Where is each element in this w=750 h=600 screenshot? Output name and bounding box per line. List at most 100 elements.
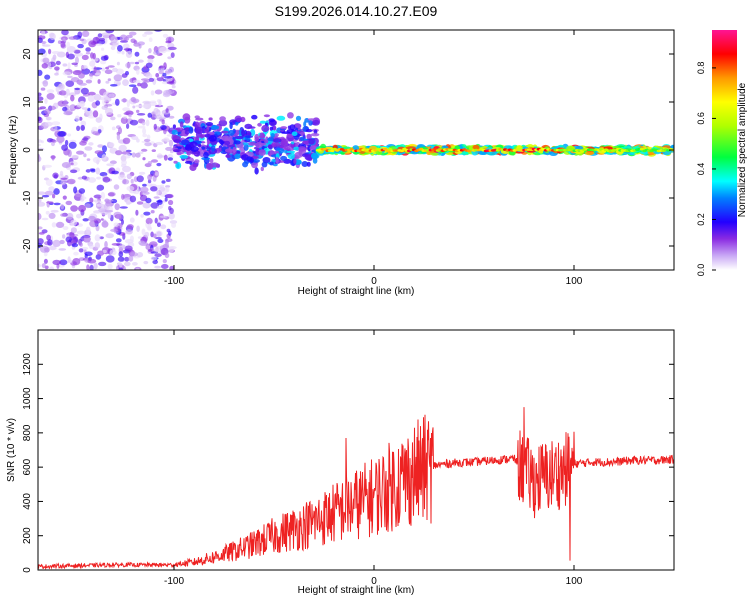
snr-panel: -100 0 100 0 200 400 600 800 1000 1200 Height of…: [6, 329, 675, 596]
heatmap-cell: [139, 186, 149, 193]
heatmap-cell: [68, 92, 77, 97]
heatmap-cell: [41, 263, 46, 269]
heatmap-cell: [303, 121, 307, 128]
heatmap-cell: [43, 164, 52, 168]
heatmap-cell: [80, 87, 89, 95]
heatmap-cell: [178, 118, 185, 124]
heatmap-cell: [66, 41, 71, 49]
heatmap-cell: [100, 60, 107, 65]
heatmap-cell: [211, 125, 220, 130]
chart-title: S199.2026.014.10.27.E09: [275, 3, 438, 19]
heatmap-cell: [137, 41, 146, 46]
heatmap-cell: [173, 160, 178, 164]
heatmap-cell: [201, 146, 206, 150]
heatmap-cell: [179, 154, 189, 159]
heatmap-cell: [51, 121, 61, 126]
colorbar-tick-label: 0.0: [696, 264, 706, 277]
heatmap-cell: [78, 248, 84, 253]
heatmap-cell: [279, 145, 285, 149]
heatmap-cell: [107, 78, 112, 82]
heatmap-cell: [41, 194, 50, 198]
heatmap-cell: [88, 243, 94, 249]
heatmap-cell: [104, 241, 108, 249]
heatmap-cell: [126, 123, 130, 129]
heatmap-cell: [160, 224, 167, 230]
heatmap-cell: [65, 80, 75, 87]
colorbar-tick-label: 0.4: [696, 163, 706, 176]
colorbar-label: Normalized spectral amplitude: [737, 82, 748, 217]
snr-x-ticks: -100 0 100: [164, 330, 583, 587]
heatmap-cell: [108, 142, 115, 148]
heatmap-cell: [57, 131, 66, 137]
heatmap-cell: [306, 133, 312, 140]
y-tick-label: -20: [22, 238, 33, 253]
heatmap-cell: [276, 115, 286, 121]
heatmap-cell: [164, 76, 173, 79]
heatmap-cell: [53, 202, 61, 206]
heatmap-cell: [153, 50, 161, 55]
heatmap-cell: [156, 77, 164, 82]
heatmap-cell: [261, 124, 270, 133]
heatmap-cell: [287, 133, 294, 138]
heatmap-cell: [304, 154, 313, 161]
heatmap-cell: [88, 142, 94, 146]
heatmap-cell: [117, 256, 125, 262]
heatmap-cell: [76, 150, 85, 155]
y-tick-label: 200: [22, 527, 33, 544]
heatmap-cell: [88, 40, 97, 48]
heatmap-cell: [136, 138, 140, 143]
colorbar-tick-label: 0.6: [696, 112, 706, 125]
heatmap-cell: [298, 146, 307, 152]
heatmap-cell: [136, 201, 144, 205]
heatmap-cell: [150, 210, 155, 214]
heatmap-cell: [60, 177, 68, 180]
heatmap-cell: [308, 138, 315, 145]
heatmap-cell: [269, 161, 274, 166]
heatmap-cell: [87, 177, 97, 183]
heatmap-cell: [107, 263, 113, 270]
heatmap-cell: [38, 143, 41, 147]
heatmap-cell: [254, 167, 259, 175]
heatmap-cell: [76, 230, 86, 235]
heatmap-cell: [46, 201, 54, 204]
heatmap-cell: [43, 251, 48, 257]
heatmap-cell: [189, 141, 198, 147]
heatmap-cell: [205, 122, 214, 126]
heatmap-cell: [88, 215, 96, 222]
heatmap-cell: [141, 148, 148, 152]
heatmap-cell: [75, 56, 79, 64]
heatmap-cell: [164, 197, 168, 202]
heatmap-cell: [116, 133, 121, 141]
heatmap-cell: [144, 231, 150, 238]
heatmap-cell: [94, 210, 100, 214]
heatmap-cell: [122, 115, 128, 119]
heatmap-cell: [305, 129, 313, 133]
heatmap-cell: [154, 172, 159, 176]
heatmap-cell: [273, 142, 281, 147]
heatmap-cell: [224, 140, 231, 146]
heatmap-cell: [147, 223, 152, 230]
snr-series-line: [38, 407, 674, 570]
heatmap-cell: [310, 133, 320, 137]
heatmap-cell: [77, 31, 83, 38]
heatmap-cell: [110, 45, 116, 51]
heatmap-cell: [85, 47, 91, 52]
heatmap-cell: [145, 73, 153, 79]
heatmap-cell: [84, 251, 93, 257]
heatmap-cell: [251, 161, 258, 169]
heatmap-cell: [169, 265, 175, 270]
heatmap-cell: [99, 236, 104, 240]
heatmap-cell: [201, 156, 211, 161]
heatmap-cell: [52, 239, 61, 247]
heatmap-cell: [165, 40, 172, 44]
heatmap-cell: [102, 219, 107, 225]
heatmap-cell: [113, 184, 120, 190]
y-tick-label: -10: [22, 190, 33, 205]
heatmap-cell: [96, 176, 102, 180]
spectrogram-y-ticks: -20 -10 0 10 20: [22, 48, 674, 253]
heatmap-cell: [157, 199, 163, 205]
heatmap-cell: [54, 72, 59, 76]
heatmap-cell: [128, 31, 137, 36]
heatmap-cell: [128, 255, 134, 262]
heatmap-cell: [85, 52, 91, 55]
